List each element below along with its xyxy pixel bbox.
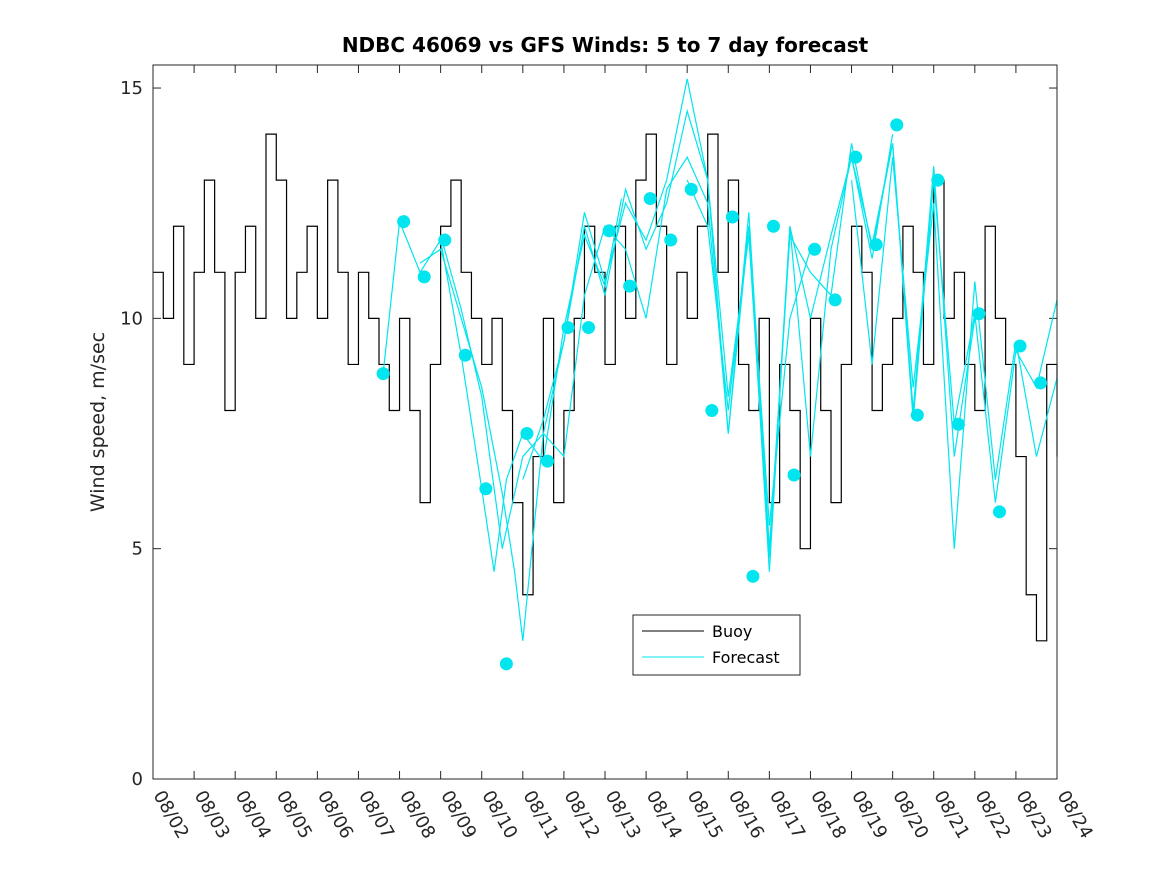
- x-tick-label: 08/07: [354, 787, 398, 842]
- y-axis-label: Wind speed, m/sec: [87, 332, 109, 512]
- x-tick-label: 08/14: [642, 787, 686, 842]
- x-tick-label: 08/15: [683, 787, 727, 842]
- axis-ticks: [153, 65, 1057, 780]
- forecast-marker: [951, 417, 965, 431]
- buoy-line: [153, 133, 1058, 642]
- y-tick-label: 15: [120, 78, 143, 99]
- x-tick-label: 08/10: [477, 787, 521, 842]
- forecast-marker: [623, 279, 637, 293]
- forecast-marker: [766, 219, 780, 233]
- x-tick-label: 08/24: [1053, 787, 1097, 842]
- legend-forecast-label: Forecast: [712, 648, 780, 667]
- forecast-marker: [582, 321, 596, 335]
- forecast-run-line: [850, 157, 1058, 549]
- forecast-marker: [869, 238, 883, 252]
- forecast-run-line: [440, 78, 894, 558]
- x-tick-label: 08/11: [518, 787, 562, 842]
- forecast-marker: [972, 307, 986, 321]
- x-tick-label: 08/04: [231, 787, 275, 842]
- x-tick-label: 08/20: [888, 787, 932, 842]
- forecast-marker: [397, 215, 411, 229]
- x-tick-label: 08/08: [395, 787, 439, 842]
- forecast-marker: [540, 454, 554, 468]
- forecast-marker: [664, 233, 678, 247]
- x-tick-label: 08/18: [806, 787, 850, 842]
- forecast-marker: [890, 118, 904, 132]
- forecast-marker: [684, 182, 698, 196]
- forecast-marker: [1013, 339, 1027, 353]
- forecast-marker: [992, 505, 1006, 519]
- x-tick-label: 08/23: [1012, 787, 1056, 842]
- y-tick-label: 10: [120, 308, 143, 329]
- forecast-marker: [438, 233, 452, 247]
- x-tick-label: 08/09: [436, 787, 480, 842]
- forecast-marker: [643, 192, 657, 206]
- buoy-series: [153, 133, 1058, 642]
- y-tick-label: 5: [132, 539, 143, 560]
- x-tick-label: 08/19: [847, 787, 891, 842]
- forecast-marker: [849, 150, 863, 164]
- forecast-marker: [746, 569, 760, 583]
- forecast-marker: [499, 657, 513, 671]
- x-tick-label: 08/17: [765, 787, 809, 842]
- x-tick-labels: 08/0208/0308/0408/0508/0608/0708/0808/09…: [149, 787, 1097, 842]
- x-tick-label: 08/05: [272, 787, 316, 842]
- x-tick-label: 08/21: [929, 787, 973, 842]
- y-tick-labels: 0 5 10 15: [120, 78, 143, 790]
- forecast-run-line: [382, 198, 623, 572]
- forecast-marker: [787, 468, 801, 482]
- x-tick-label: 08/02: [149, 787, 193, 842]
- plot-area: [153, 65, 1057, 779]
- forecast-marker: [520, 427, 534, 441]
- x-tick-label: 08/12: [560, 787, 604, 842]
- forecast-marker: [808, 242, 822, 256]
- legend: Buoy Forecast: [632, 614, 801, 676]
- forecast-marker: [417, 270, 431, 284]
- plot-frame: [152, 64, 1058, 780]
- forecast-marker: [828, 293, 842, 307]
- y-tick-label: 0: [132, 769, 143, 790]
- chart-title: NDBC 46069 vs GFS Winds: 5 to 7 day fore…: [342, 33, 869, 57]
- x-tick-label: 08/22: [970, 787, 1014, 842]
- x-tick-label: 08/06: [313, 787, 357, 842]
- forecast-marker: [479, 482, 493, 496]
- forecast-marker: [910, 408, 924, 422]
- legend-buoy-label: Buoy: [712, 622, 752, 641]
- x-tick-label: 08/16: [724, 787, 768, 842]
- x-tick-label: 08/13: [601, 787, 645, 842]
- forecast-markers: [376, 118, 1048, 671]
- legend-box: [632, 614, 801, 676]
- x-tick-label: 08/03: [190, 787, 234, 842]
- forecast-marker: [931, 173, 945, 187]
- forecast-marker: [376, 367, 390, 381]
- forecast-marker: [561, 321, 575, 335]
- forecast-marker: [1034, 376, 1048, 390]
- forecast-marker: [458, 348, 472, 362]
- forecast-marker: [705, 403, 719, 417]
- forecast-marker: [725, 210, 739, 224]
- forecast-marker: [602, 224, 616, 238]
